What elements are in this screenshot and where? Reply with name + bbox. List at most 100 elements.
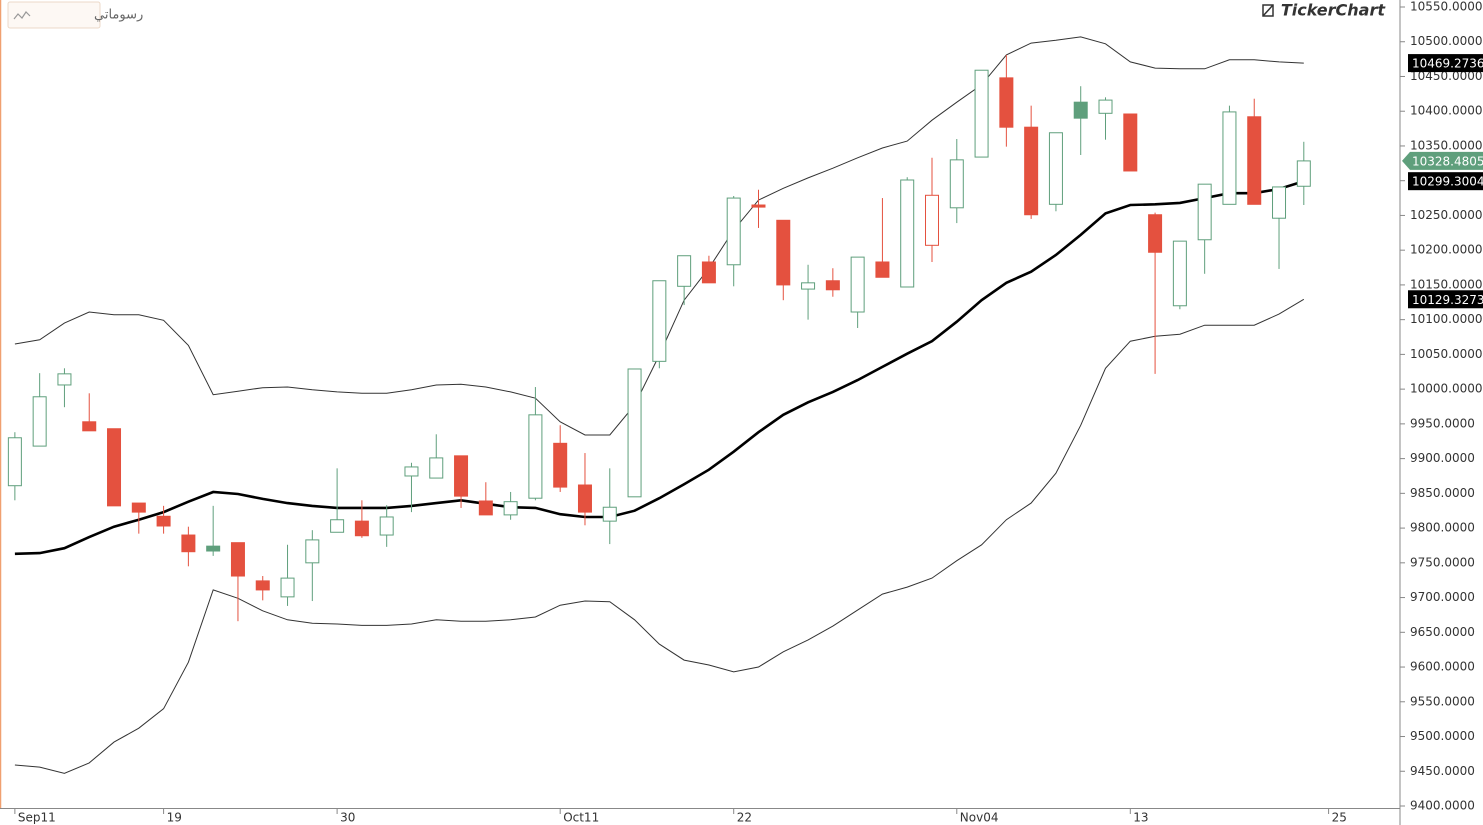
- price-tag-label: 10129.3273: [1412, 293, 1483, 307]
- candle-body: [528, 414, 543, 499]
- candle-body: [1197, 183, 1212, 241]
- candle-body: [726, 197, 741, 266]
- candle-body: [280, 577, 295, 598]
- y-tick-label: 10250.0000: [1410, 208, 1483, 222]
- candle-body: [379, 516, 394, 536]
- candle-body: [82, 421, 97, 432]
- y-tick-label: 10000.0000: [1410, 382, 1483, 396]
- band-lower: [14, 298, 1305, 774]
- y-tick-label: 9950.0000: [1410, 416, 1475, 430]
- y-tick-label: 10100.0000: [1410, 312, 1483, 326]
- candle-body: [825, 280, 840, 291]
- logo: TickerChart: [1281, 1, 1387, 20]
- candle-body: [925, 194, 939, 246]
- x-tick-label: Sep11: [18, 811, 56, 825]
- candle-body: [57, 373, 72, 386]
- candle-body: [974, 69, 989, 158]
- y-tick-label: 9400.0000: [1410, 799, 1475, 813]
- candle-body: [900, 179, 915, 288]
- x-tick-label: Nov04: [960, 811, 999, 825]
- candle-body: [1172, 240, 1187, 307]
- x-tick-label: Oct11: [563, 811, 599, 825]
- x-tick-label: 30: [340, 811, 355, 825]
- candle-body: [677, 255, 692, 287]
- y-tick-label: 10150.0000: [1410, 277, 1483, 291]
- last-price-label: 10328.4805: [1412, 154, 1483, 168]
- candle-body: [478, 500, 493, 516]
- candle-body: [1123, 113, 1138, 172]
- band-middle: [14, 179, 1305, 556]
- candle-body: [1222, 111, 1237, 205]
- x-tick-label: 22: [737, 811, 752, 825]
- candle-body: [206, 545, 221, 552]
- candle-body: [230, 542, 245, 577]
- candle-body: [330, 519, 345, 533]
- y-tick-label: 9650.0000: [1410, 625, 1475, 639]
- candle-body: [404, 466, 419, 477]
- candle-body: [1024, 126, 1039, 216]
- candle-body: [1048, 132, 1063, 205]
- y-tick-label: 9450.0000: [1410, 764, 1475, 778]
- x-tick-label: 19: [167, 811, 182, 825]
- button-icon: [13, 11, 31, 20]
- button-label[interactable]: رسوماتي: [94, 8, 143, 23]
- price-tag: [1408, 290, 1483, 309]
- y-tick-label: 9800.0000: [1410, 521, 1475, 535]
- candle-body: [751, 204, 766, 208]
- y-tick-label: 9900.0000: [1410, 451, 1475, 465]
- candle-body: [131, 502, 146, 513]
- y-tick-label: 10500.0000: [1410, 34, 1483, 48]
- candle-body: [776, 219, 791, 286]
- last-price-tag: [1402, 151, 1483, 170]
- price-tag: [1408, 172, 1483, 191]
- candle-body: [305, 539, 320, 564]
- candle-body: [577, 484, 592, 513]
- candle-body: [999, 77, 1014, 128]
- candle-body: [652, 280, 667, 362]
- candle-body: [354, 520, 369, 537]
- candle-body: [156, 515, 171, 527]
- candle-body: [181, 534, 196, 553]
- logo-icon: [1262, 4, 1274, 17]
- y-tick-label: 9850.0000: [1410, 486, 1475, 500]
- price-tag: [1408, 54, 1483, 73]
- candle-body: [949, 159, 964, 209]
- y-tick-label: 9700.0000: [1410, 590, 1475, 604]
- candle-body: [701, 261, 716, 284]
- candle-body: [1272, 186, 1287, 219]
- candle-body: [429, 457, 444, 479]
- candle-body: [454, 455, 469, 497]
- candle-body: [627, 368, 642, 498]
- candle-body: [1098, 99, 1113, 114]
- y-tick-label: 9600.0000: [1410, 660, 1475, 674]
- button-frame[interactable]: [7, 1, 101, 29]
- y-tick-label: 10050.0000: [1410, 347, 1483, 361]
- candle-body: [255, 580, 270, 591]
- y-tick-label: 10450.0000: [1410, 69, 1483, 83]
- x-tick-label: 13: [1133, 811, 1148, 825]
- y-tick-label: 10400.0000: [1410, 104, 1483, 118]
- y-tick-label: 9550.0000: [1410, 694, 1475, 708]
- candle-body: [503, 501, 518, 516]
- candle-body: [107, 428, 122, 507]
- y-tick-label: 10350.0000: [1410, 138, 1483, 152]
- x-tick-label: 25: [1332, 811, 1347, 825]
- drawings-button[interactable]: رسوماتي: [7, 1, 143, 29]
- candle-body: [801, 282, 816, 290]
- candle-body: [553, 442, 568, 488]
- candle-body: [1247, 116, 1262, 205]
- y-tick-label: 10200.0000: [1410, 243, 1483, 257]
- logo-icon-slash: [1262, 4, 1274, 17]
- candle-body: [1073, 101, 1088, 119]
- price-tag-label: 10469.2736: [1412, 57, 1483, 71]
- candle-body: [1148, 214, 1163, 253]
- candle-body: [602, 506, 617, 522]
- y-tick-label: 10550.0000: [1410, 0, 1483, 14]
- price-tag-label: 10299.3004: [1412, 175, 1483, 189]
- y-tick-label: 9750.0000: [1410, 555, 1475, 569]
- candle-body: [32, 396, 47, 447]
- candle-body: [1296, 160, 1311, 187]
- y-tick-label: 9500.0000: [1410, 729, 1475, 743]
